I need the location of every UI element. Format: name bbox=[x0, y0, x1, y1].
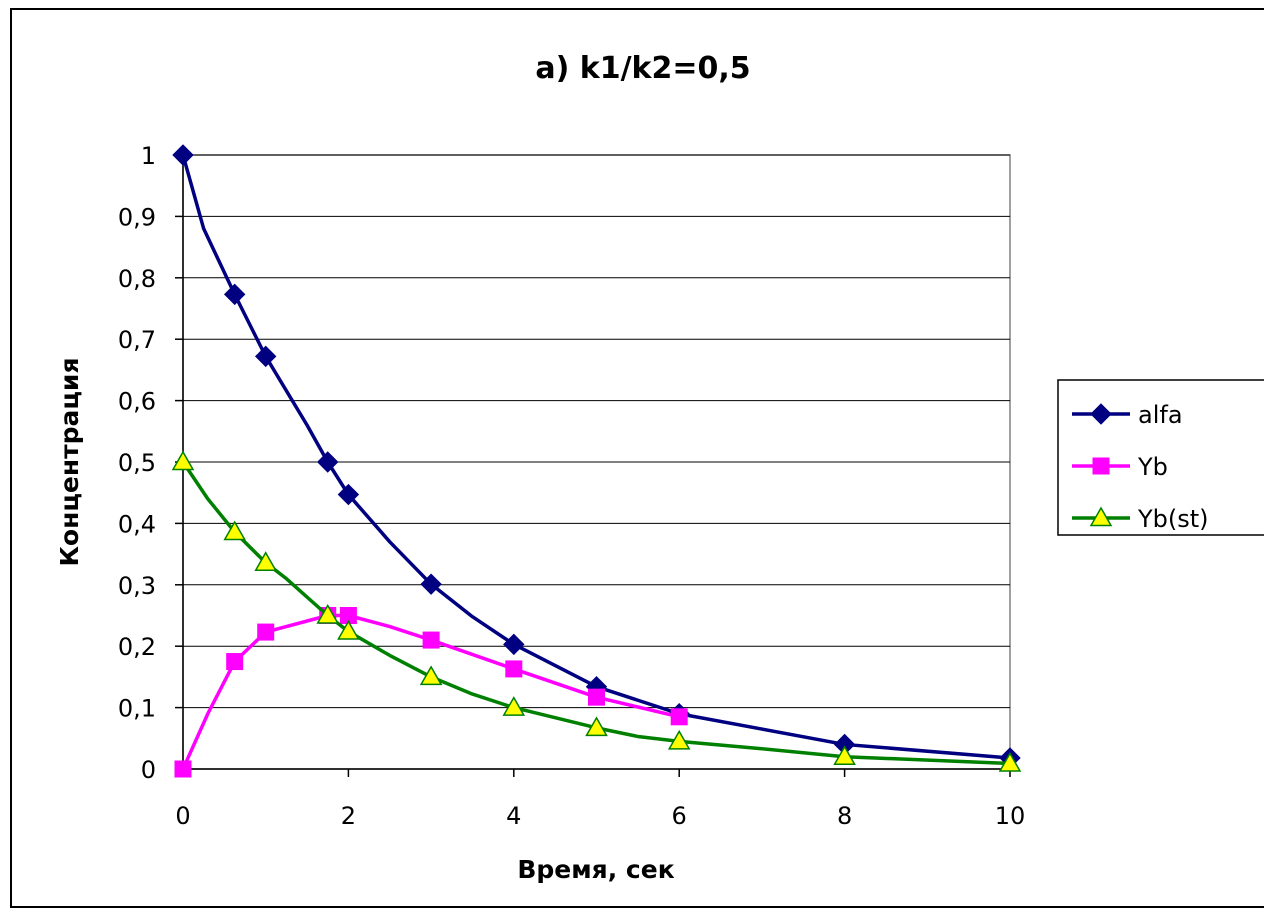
chart-title: a) k1/k2=0,5 bbox=[535, 51, 750, 86]
y-axis-ticks: 0 0,1 0,2 0,3 0,4 0,5 0,6 0,7 0,8 0,9 1 bbox=[118, 142, 183, 784]
data-point bbox=[670, 708, 688, 726]
data-point bbox=[174, 760, 192, 778]
data-point bbox=[337, 619, 360, 640]
data-point bbox=[254, 551, 277, 571]
series-3 bbox=[171, 450, 1022, 772]
data-point bbox=[171, 450, 195, 471]
data-point bbox=[317, 451, 339, 473]
data-point bbox=[223, 520, 246, 541]
data-point bbox=[502, 696, 526, 716]
data-point bbox=[254, 345, 277, 368]
legend-label: Yb bbox=[1137, 453, 1168, 481]
data-point bbox=[585, 716, 608, 737]
x-tick-label: 2 bbox=[341, 802, 356, 830]
data-point bbox=[998, 751, 1022, 772]
y-tick-label: 0,1 bbox=[118, 695, 156, 723]
chart-frame bbox=[10, 8, 1264, 908]
gridlines bbox=[182, 154, 1010, 770]
legend-label: Yb(st) bbox=[1137, 505, 1209, 533]
data-point bbox=[503, 633, 525, 656]
data-point bbox=[226, 653, 244, 671]
series-group bbox=[171, 144, 1022, 778]
y-tick-label: 0,6 bbox=[118, 388, 156, 416]
data-point bbox=[667, 729, 691, 750]
legend: alfa Yb Yb(st) bbox=[1057, 379, 1264, 536]
data-point bbox=[588, 688, 605, 706]
data-point bbox=[419, 665, 443, 686]
y-tick-label: 0,4 bbox=[118, 510, 156, 538]
legend-marker bbox=[1092, 457, 1110, 475]
data-point bbox=[420, 573, 442, 595]
y-tick-label: 0 bbox=[141, 756, 156, 784]
data-point bbox=[505, 660, 523, 678]
y-tick-label: 1 bbox=[141, 142, 156, 170]
y-tick-label: 0,5 bbox=[118, 449, 156, 477]
legend-marker bbox=[1090, 403, 1112, 425]
y-tick-label: 0,2 bbox=[118, 633, 156, 661]
data-point bbox=[316, 603, 340, 624]
y-tick-label: 0,9 bbox=[118, 203, 156, 231]
data-point bbox=[172, 144, 194, 166]
data-point bbox=[257, 623, 275, 641]
data-point bbox=[223, 283, 246, 306]
x-axis-ticks: 0 2 4 6 8 10 bbox=[175, 769, 1025, 830]
x-axis-label: Время, сек bbox=[517, 855, 674, 884]
y-tick-label: 0,3 bbox=[118, 572, 156, 600]
data-point bbox=[422, 631, 440, 649]
data-point bbox=[833, 745, 856, 765]
data-point bbox=[337, 483, 360, 506]
y-axis-label: Концентрация bbox=[55, 358, 84, 567]
x-tick-label: 10 bbox=[995, 802, 1026, 830]
x-tick-label: 6 bbox=[672, 802, 687, 830]
legend-label: alfa bbox=[1138, 401, 1183, 429]
x-tick-label: 4 bbox=[506, 802, 521, 830]
x-tick-label: 0 bbox=[175, 802, 190, 830]
legend-marker bbox=[1089, 506, 1113, 527]
y-tick-label: 0,8 bbox=[118, 265, 156, 293]
legend-box bbox=[1057, 379, 1264, 536]
series-line bbox=[181, 153, 1012, 760]
y-tick-label: 0,7 bbox=[118, 326, 156, 354]
x-tick-label: 8 bbox=[837, 802, 852, 830]
